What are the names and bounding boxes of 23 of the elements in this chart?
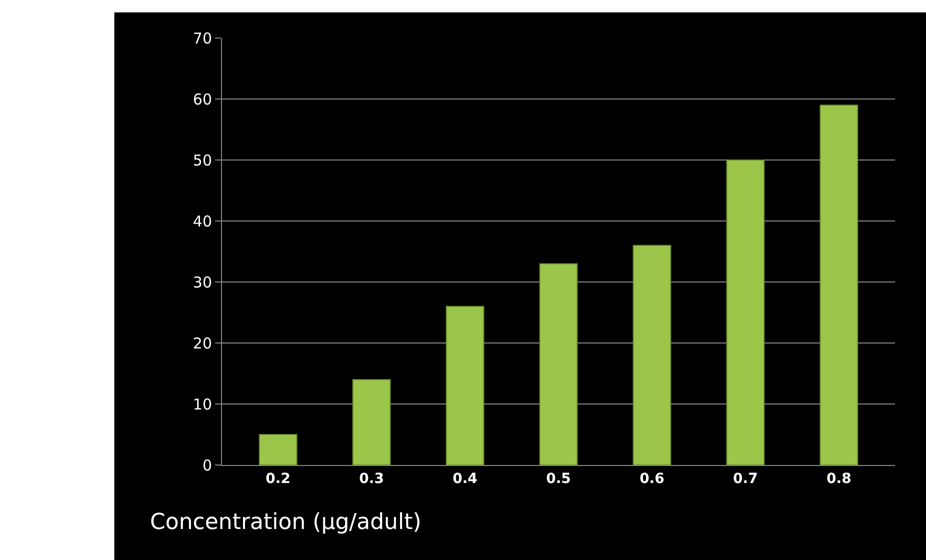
x-tick-label: 0.6	[640, 470, 664, 487]
y-tick-label: 60	[192, 90, 212, 108]
x-tick-label: 0.3	[359, 470, 384, 487]
bar	[726, 160, 765, 465]
y-tick-label: 50	[192, 151, 212, 170]
x-tick-label: 0.5	[546, 470, 571, 487]
x-axis-title: Concentration (µg/adult)	[150, 510, 422, 535]
x-tick-label: 0.2	[266, 470, 290, 487]
y-tick-label: 0	[202, 456, 212, 474]
y-tick-label: 20	[192, 334, 212, 352]
bar	[820, 104, 858, 465]
bar	[352, 379, 391, 465]
y-tick-label: 70	[192, 29, 212, 48]
x-tick-label: 0.7	[733, 470, 758, 487]
bar	[446, 306, 484, 465]
y-tick-label: 40	[192, 212, 212, 230]
y-tick-label: 30	[192, 273, 212, 292]
bar	[632, 244, 672, 465]
bar	[539, 263, 578, 465]
x-tick-label: 0.4	[452, 470, 478, 487]
y-tick-label: 10	[192, 395, 212, 414]
x-tick-label: 0.8	[826, 470, 852, 487]
bar	[258, 434, 298, 465]
